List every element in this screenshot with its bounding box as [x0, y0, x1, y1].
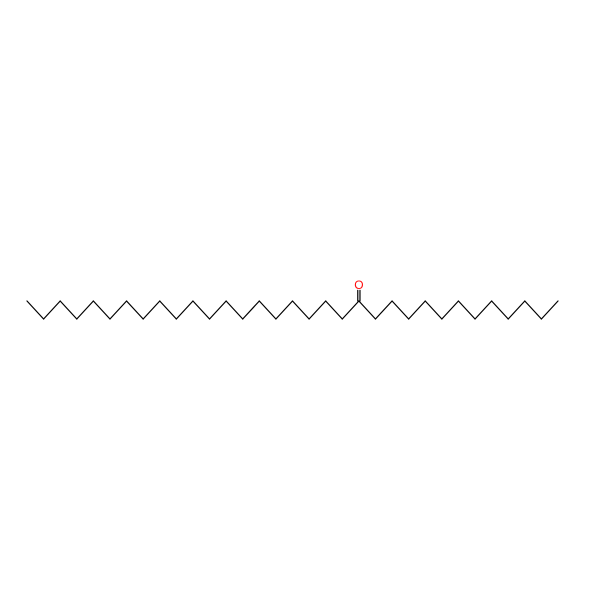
oxygen-label: O: [354, 278, 363, 292]
cc-bond: [508, 301, 525, 319]
cc-bond: [243, 301, 260, 319]
cc-bond: [44, 301, 61, 319]
cc-bond: [392, 301, 409, 319]
cc-bond: [458, 301, 475, 319]
cc-bond: [93, 301, 110, 319]
cc-bond: [60, 301, 77, 319]
cc-bond: [226, 301, 243, 319]
cc-bond: [425, 301, 442, 319]
cc-bond: [210, 301, 227, 319]
cc-bond: [442, 301, 459, 319]
cc-bond: [375, 301, 392, 319]
cc-bond: [525, 301, 542, 319]
cc-bond: [276, 301, 293, 319]
cc-bond: [176, 301, 193, 319]
molecule-diagram: O: [0, 0, 600, 600]
cc-bond: [27, 301, 44, 319]
cc-bond: [110, 301, 127, 319]
cc-bond: [259, 301, 276, 319]
cc-bond: [193, 301, 210, 319]
cc-bond: [143, 301, 160, 319]
cc-bond: [326, 301, 343, 319]
cc-bond: [160, 301, 177, 319]
cc-bond: [309, 301, 326, 319]
cc-bond: [492, 301, 509, 319]
cc-bond: [475, 301, 492, 319]
cc-bond: [359, 301, 376, 319]
cc-bond: [293, 301, 310, 319]
cc-bond: [409, 301, 426, 319]
cc-bond: [127, 301, 144, 319]
cc-bond: [541, 301, 558, 319]
cc-bond: [77, 301, 94, 319]
cc-bond: [342, 301, 359, 319]
